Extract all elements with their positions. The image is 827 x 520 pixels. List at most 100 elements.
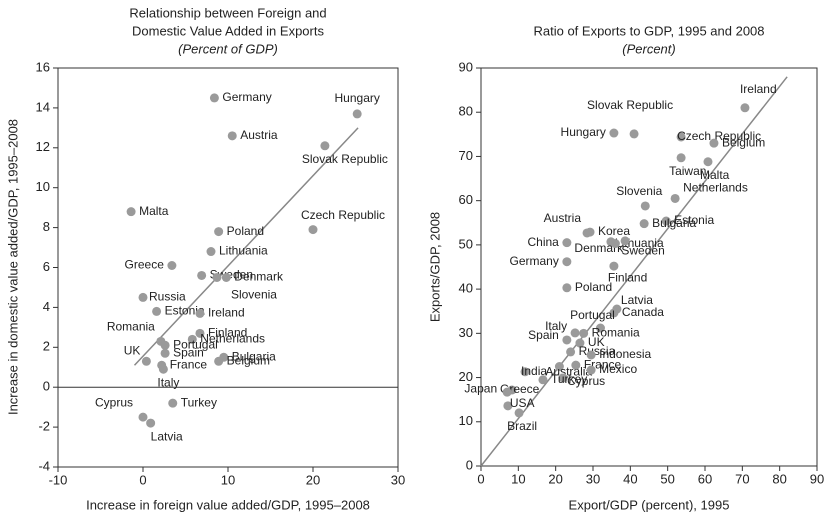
point-label: Netherlands bbox=[683, 181, 748, 195]
y-axis-label: Increase in domestic value added/GDP, 19… bbox=[5, 119, 20, 415]
point-label: Belgium bbox=[227, 353, 270, 367]
point bbox=[520, 367, 530, 377]
point-label: Estonia bbox=[165, 304, 205, 318]
chart-title: Relationship between Foreign and bbox=[129, 5, 326, 20]
point-label: Cyprus bbox=[95, 395, 133, 409]
y-tick-label: 4 bbox=[43, 299, 50, 314]
point bbox=[575, 338, 585, 348]
y-axis-label: Exports/GDP, 2008 bbox=[427, 212, 442, 322]
x-tick-label: 30 bbox=[586, 471, 600, 486]
point-label: Ireland bbox=[208, 306, 245, 320]
point-label: Brazil bbox=[507, 419, 537, 433]
point-label: Korea bbox=[598, 224, 630, 238]
point bbox=[308, 225, 318, 235]
point bbox=[221, 272, 231, 282]
point bbox=[676, 132, 686, 142]
y-tick-label: 70 bbox=[459, 148, 473, 163]
point-label: Estonia bbox=[674, 213, 714, 227]
point bbox=[670, 193, 680, 203]
y-tick-label: 50 bbox=[459, 236, 473, 251]
x-tick-label: 20 bbox=[548, 471, 562, 486]
point-label: Turkey bbox=[181, 395, 217, 409]
trend-line bbox=[480, 76, 788, 467]
y-tick-label: 0 bbox=[466, 457, 473, 472]
point bbox=[141, 356, 151, 366]
plot-frame bbox=[480, 67, 818, 467]
point-label: Czech Republic bbox=[301, 208, 385, 222]
point bbox=[570, 328, 580, 338]
point bbox=[168, 398, 178, 408]
point-label: Bulgaria bbox=[232, 349, 276, 363]
point bbox=[152, 306, 162, 316]
y-tick-label: 80 bbox=[459, 104, 473, 119]
point-label: Czech Republic bbox=[677, 129, 761, 143]
point-label: Denmark bbox=[234, 270, 284, 284]
point bbox=[586, 365, 596, 375]
point bbox=[126, 207, 136, 217]
y-tick-label: 0 bbox=[43, 379, 50, 394]
y-tick-label: 8 bbox=[43, 219, 50, 234]
point-label: Belgium bbox=[722, 135, 765, 149]
point-label: Spain bbox=[528, 328, 559, 342]
x-tick-label: 90 bbox=[810, 471, 824, 486]
x-axis-label: Export/GDP (percent), 1995 bbox=[569, 497, 730, 512]
x-tick-label: 30 bbox=[391, 472, 405, 487]
point bbox=[209, 93, 219, 103]
point-label: Malta bbox=[700, 168, 730, 182]
point bbox=[740, 103, 750, 113]
point bbox=[609, 128, 619, 138]
y-tick-label: 16 bbox=[36, 59, 50, 74]
point-label: France bbox=[170, 357, 208, 371]
x-axis-label: Increase in foreign value added/GDP, 199… bbox=[86, 497, 370, 512]
point-label: Malta bbox=[139, 204, 169, 218]
point bbox=[640, 201, 650, 211]
point-label: Austria bbox=[240, 128, 278, 142]
y-tick-label: 12 bbox=[36, 139, 50, 154]
point bbox=[214, 356, 224, 366]
point bbox=[579, 328, 589, 338]
trend-line bbox=[133, 127, 359, 366]
point-label: Slovak Republic bbox=[302, 152, 388, 166]
chart-subtitle: (Percent of GDP) bbox=[178, 41, 278, 56]
point-label: Turkey bbox=[551, 372, 587, 386]
point-label: Poland bbox=[227, 224, 264, 238]
x-tick-label: 70 bbox=[735, 471, 749, 486]
point-label: India bbox=[521, 364, 547, 378]
point-label: Italy bbox=[157, 375, 179, 389]
point bbox=[562, 257, 572, 267]
point-label: China bbox=[528, 235, 560, 249]
point bbox=[609, 261, 619, 271]
x-tick-label: 50 bbox=[660, 471, 674, 486]
point bbox=[187, 334, 197, 344]
point-label: Slovenia bbox=[616, 184, 662, 198]
y-tick-label: 40 bbox=[459, 281, 473, 296]
point-label: Australia bbox=[545, 365, 592, 379]
y-tick-label: 90 bbox=[459, 59, 473, 74]
point bbox=[158, 364, 168, 374]
point bbox=[558, 373, 568, 383]
point bbox=[214, 227, 224, 237]
point-label: UK bbox=[124, 343, 141, 357]
y-tick-label: -2 bbox=[38, 419, 50, 434]
point bbox=[138, 412, 148, 422]
point-label: USA bbox=[510, 396, 535, 410]
point-label: Japan bbox=[464, 381, 497, 395]
point bbox=[502, 387, 512, 397]
point-label: Germany bbox=[510, 254, 559, 268]
point-label: Portugal bbox=[173, 337, 218, 351]
point-label: Cyprus bbox=[567, 374, 605, 388]
x-tick-label: 60 bbox=[698, 471, 712, 486]
point-label: Romania bbox=[592, 326, 640, 340]
chart-subtitle: (Percent) bbox=[622, 41, 675, 56]
point-label: Finland bbox=[608, 270, 647, 284]
y-tick-label: 6 bbox=[43, 259, 50, 274]
x-tick-label: 40 bbox=[623, 471, 637, 486]
point bbox=[146, 418, 156, 428]
point bbox=[514, 408, 524, 418]
point bbox=[562, 335, 572, 345]
point bbox=[227, 131, 237, 141]
x-tick-label: 10 bbox=[221, 472, 235, 487]
point-label: Russia bbox=[149, 290, 186, 304]
point-label: Germany bbox=[222, 90, 271, 104]
